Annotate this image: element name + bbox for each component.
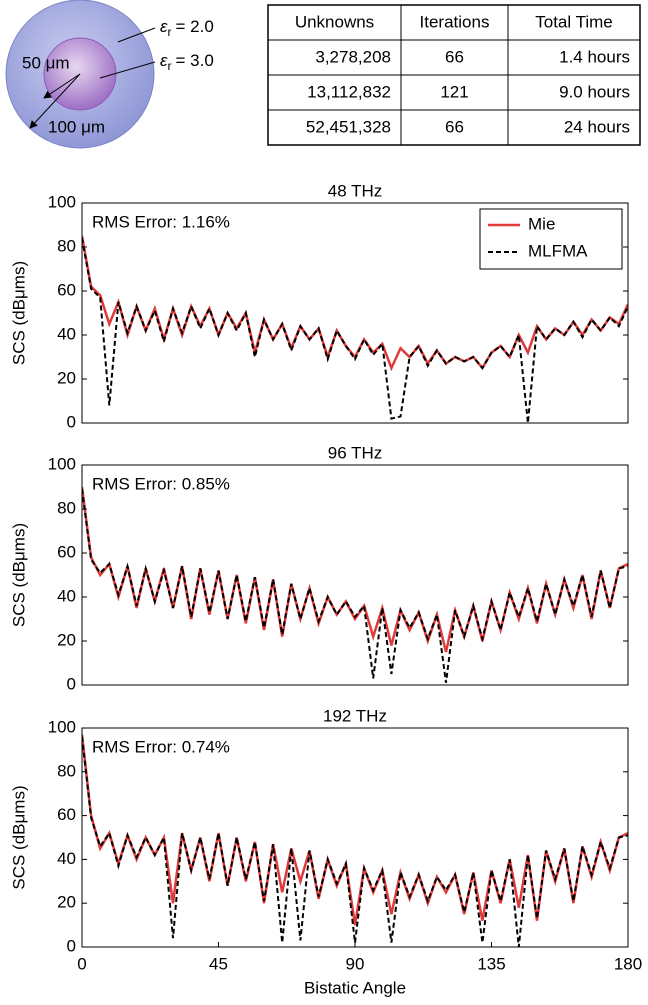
x-tick-label: 90 <box>346 954 365 973</box>
y-tick-label: 20 <box>57 893 76 912</box>
symbol: ε <box>160 51 168 70</box>
y-axis-label: SCS (dBμms) <box>9 261 28 365</box>
annotation: RMS Error: 0.74% <box>92 737 230 756</box>
plot-area <box>82 235 628 423</box>
y-tick-label: 0 <box>67 936 76 955</box>
y-tick-label: 40 <box>57 849 76 868</box>
header-cell: Total Time <box>535 12 612 31</box>
inner-radius-label: 50 μm <box>22 53 70 72</box>
table: Unknowns Iterations Total Time 3,278,208 66 1… <box>267 4 641 146</box>
table-cell: 13,112,832 <box>307 82 391 101</box>
table-cell: 3,278,208 <box>315 47 391 66</box>
y-tick-label: 0 <box>67 674 76 693</box>
value: = 3.0 <box>175 51 213 70</box>
table-cell: 66 <box>445 117 464 136</box>
header-cell: Unknowns <box>295 12 374 31</box>
legend-box <box>479 208 623 270</box>
table-cell: 9.0 hours <box>559 82 630 101</box>
y-tick-label: 60 <box>57 805 76 824</box>
subscript: r <box>167 25 171 39</box>
x-axis-label: Bistatic Angle <box>304 978 406 997</box>
table-cell: 66 <box>445 47 464 66</box>
x-tick-label: 135 <box>477 954 505 973</box>
y-axis-label: SCS (dBμms) <box>9 523 28 627</box>
y-tick-label: 20 <box>57 368 76 387</box>
plot-frame <box>81 464 629 686</box>
subscript: r <box>167 59 171 73</box>
y-axis-label: SCS (dBμms) <box>9 785 28 889</box>
y-tick-label: 100 <box>48 717 76 736</box>
series-line <box>82 238 628 423</box>
series-line <box>82 736 628 947</box>
table-cell: 121 <box>440 82 468 101</box>
chart-title: 48 THz <box>328 181 383 200</box>
pointer <box>117 27 156 43</box>
table-cell: 52,451,328 <box>306 117 391 136</box>
table-cell: 24 hours <box>564 117 630 136</box>
y-tick-label: 60 <box>57 542 76 561</box>
y-tick-label: 80 <box>57 498 76 517</box>
x-tick-label: 45 <box>209 954 228 973</box>
pointer <box>99 61 156 79</box>
header-cell: Iterations <box>420 12 490 31</box>
annotation: RMS Error: 1.16% <box>92 212 230 231</box>
sphere-diagram: εr = 2.0 εr = 3.0 50 μm 100 μm <box>5 0 214 149</box>
legend-label: MLFMA <box>528 241 588 260</box>
annotation: RMS Error: 0.85% <box>92 474 230 493</box>
y-tick-label: 40 <box>57 324 76 343</box>
value: = 2.0 <box>175 17 213 36</box>
series-line <box>82 734 628 926</box>
y-tick-label: 80 <box>57 236 76 255</box>
plot-frame <box>81 727 629 948</box>
y-tick-label: 80 <box>57 761 76 780</box>
y-tick-label: 100 <box>48 192 76 211</box>
x-tick-label: 0 <box>77 954 86 973</box>
y-tick-label: 60 <box>57 280 76 299</box>
outer-radius-arrow <box>29 73 81 129</box>
plot-frame <box>81 202 629 424</box>
plot-area <box>82 734 628 947</box>
plot-area <box>82 486 628 683</box>
series-line <box>82 489 628 683</box>
symbol: ε <box>160 17 168 36</box>
inner-permittivity: εr = 3.0 <box>160 51 214 73</box>
chart-title: 96 THz <box>328 443 383 462</box>
legend-label: Mie <box>528 214 555 233</box>
y-tick-label: 20 <box>57 630 76 649</box>
y-tick-label: 40 <box>57 586 76 605</box>
x-tick-label: 180 <box>614 954 642 973</box>
outer-permittivity: εr = 2.0 <box>160 17 214 39</box>
outer-radius-label: 100 μm <box>48 117 105 136</box>
y-tick-label: 100 <box>48 454 76 473</box>
chart-title: 192 THz <box>323 706 387 725</box>
inner-radius-arrow <box>43 73 81 99</box>
table-cell: 1.4 hours <box>559 47 630 66</box>
y-tick-label: 0 <box>67 412 76 431</box>
